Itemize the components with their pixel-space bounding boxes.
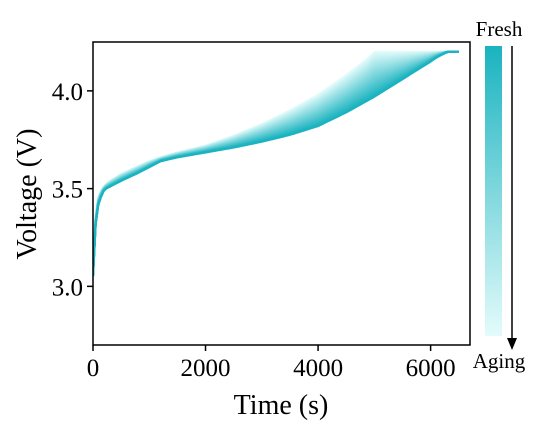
x-tick-label: 0 — [87, 355, 100, 382]
colorbar: Fresh Aging — [473, 17, 526, 373]
x-axis-title: Time (s) — [234, 390, 329, 421]
voltage-curve-1 — [93, 50, 459, 277]
plot-frame — [92, 41, 471, 346]
y-tick-label: 3.0 — [52, 274, 83, 301]
voltage-curve-30 — [93, 50, 459, 267]
y-axis: 3.0 3.5 4.0 — [52, 79, 93, 301]
y-tick-label: 4.0 — [52, 79, 83, 106]
voltage-curve-25 — [93, 50, 459, 269]
x-tick-label: 2000 — [181, 355, 231, 382]
y-tick-label: 3.5 — [52, 177, 83, 204]
colorbar-aging-label: Aging — [473, 349, 526, 373]
aging-arrow-head-icon — [507, 338, 517, 350]
voltage-curve-29 — [93, 50, 459, 268]
voltage-curve-27 — [93, 50, 459, 268]
x-tick-label: 6000 — [406, 355, 456, 382]
x-tick-label: 4000 — [293, 355, 343, 382]
voltage-curve-24 — [93, 50, 459, 269]
voltage-curves — [93, 50, 459, 277]
y-axis-title: Voltage (V) — [12, 129, 43, 260]
voltage-curve-28 — [93, 50, 459, 268]
voltage-curve-26 — [93, 50, 459, 269]
x-axis: 0 2000 4000 6000 — [87, 345, 456, 382]
voltage-curve-22 — [93, 50, 459, 270]
colorbar-fresh-label: Fresh — [476, 17, 523, 41]
voltage-curve-23 — [93, 50, 459, 270]
colorbar-gradient — [485, 46, 502, 336]
